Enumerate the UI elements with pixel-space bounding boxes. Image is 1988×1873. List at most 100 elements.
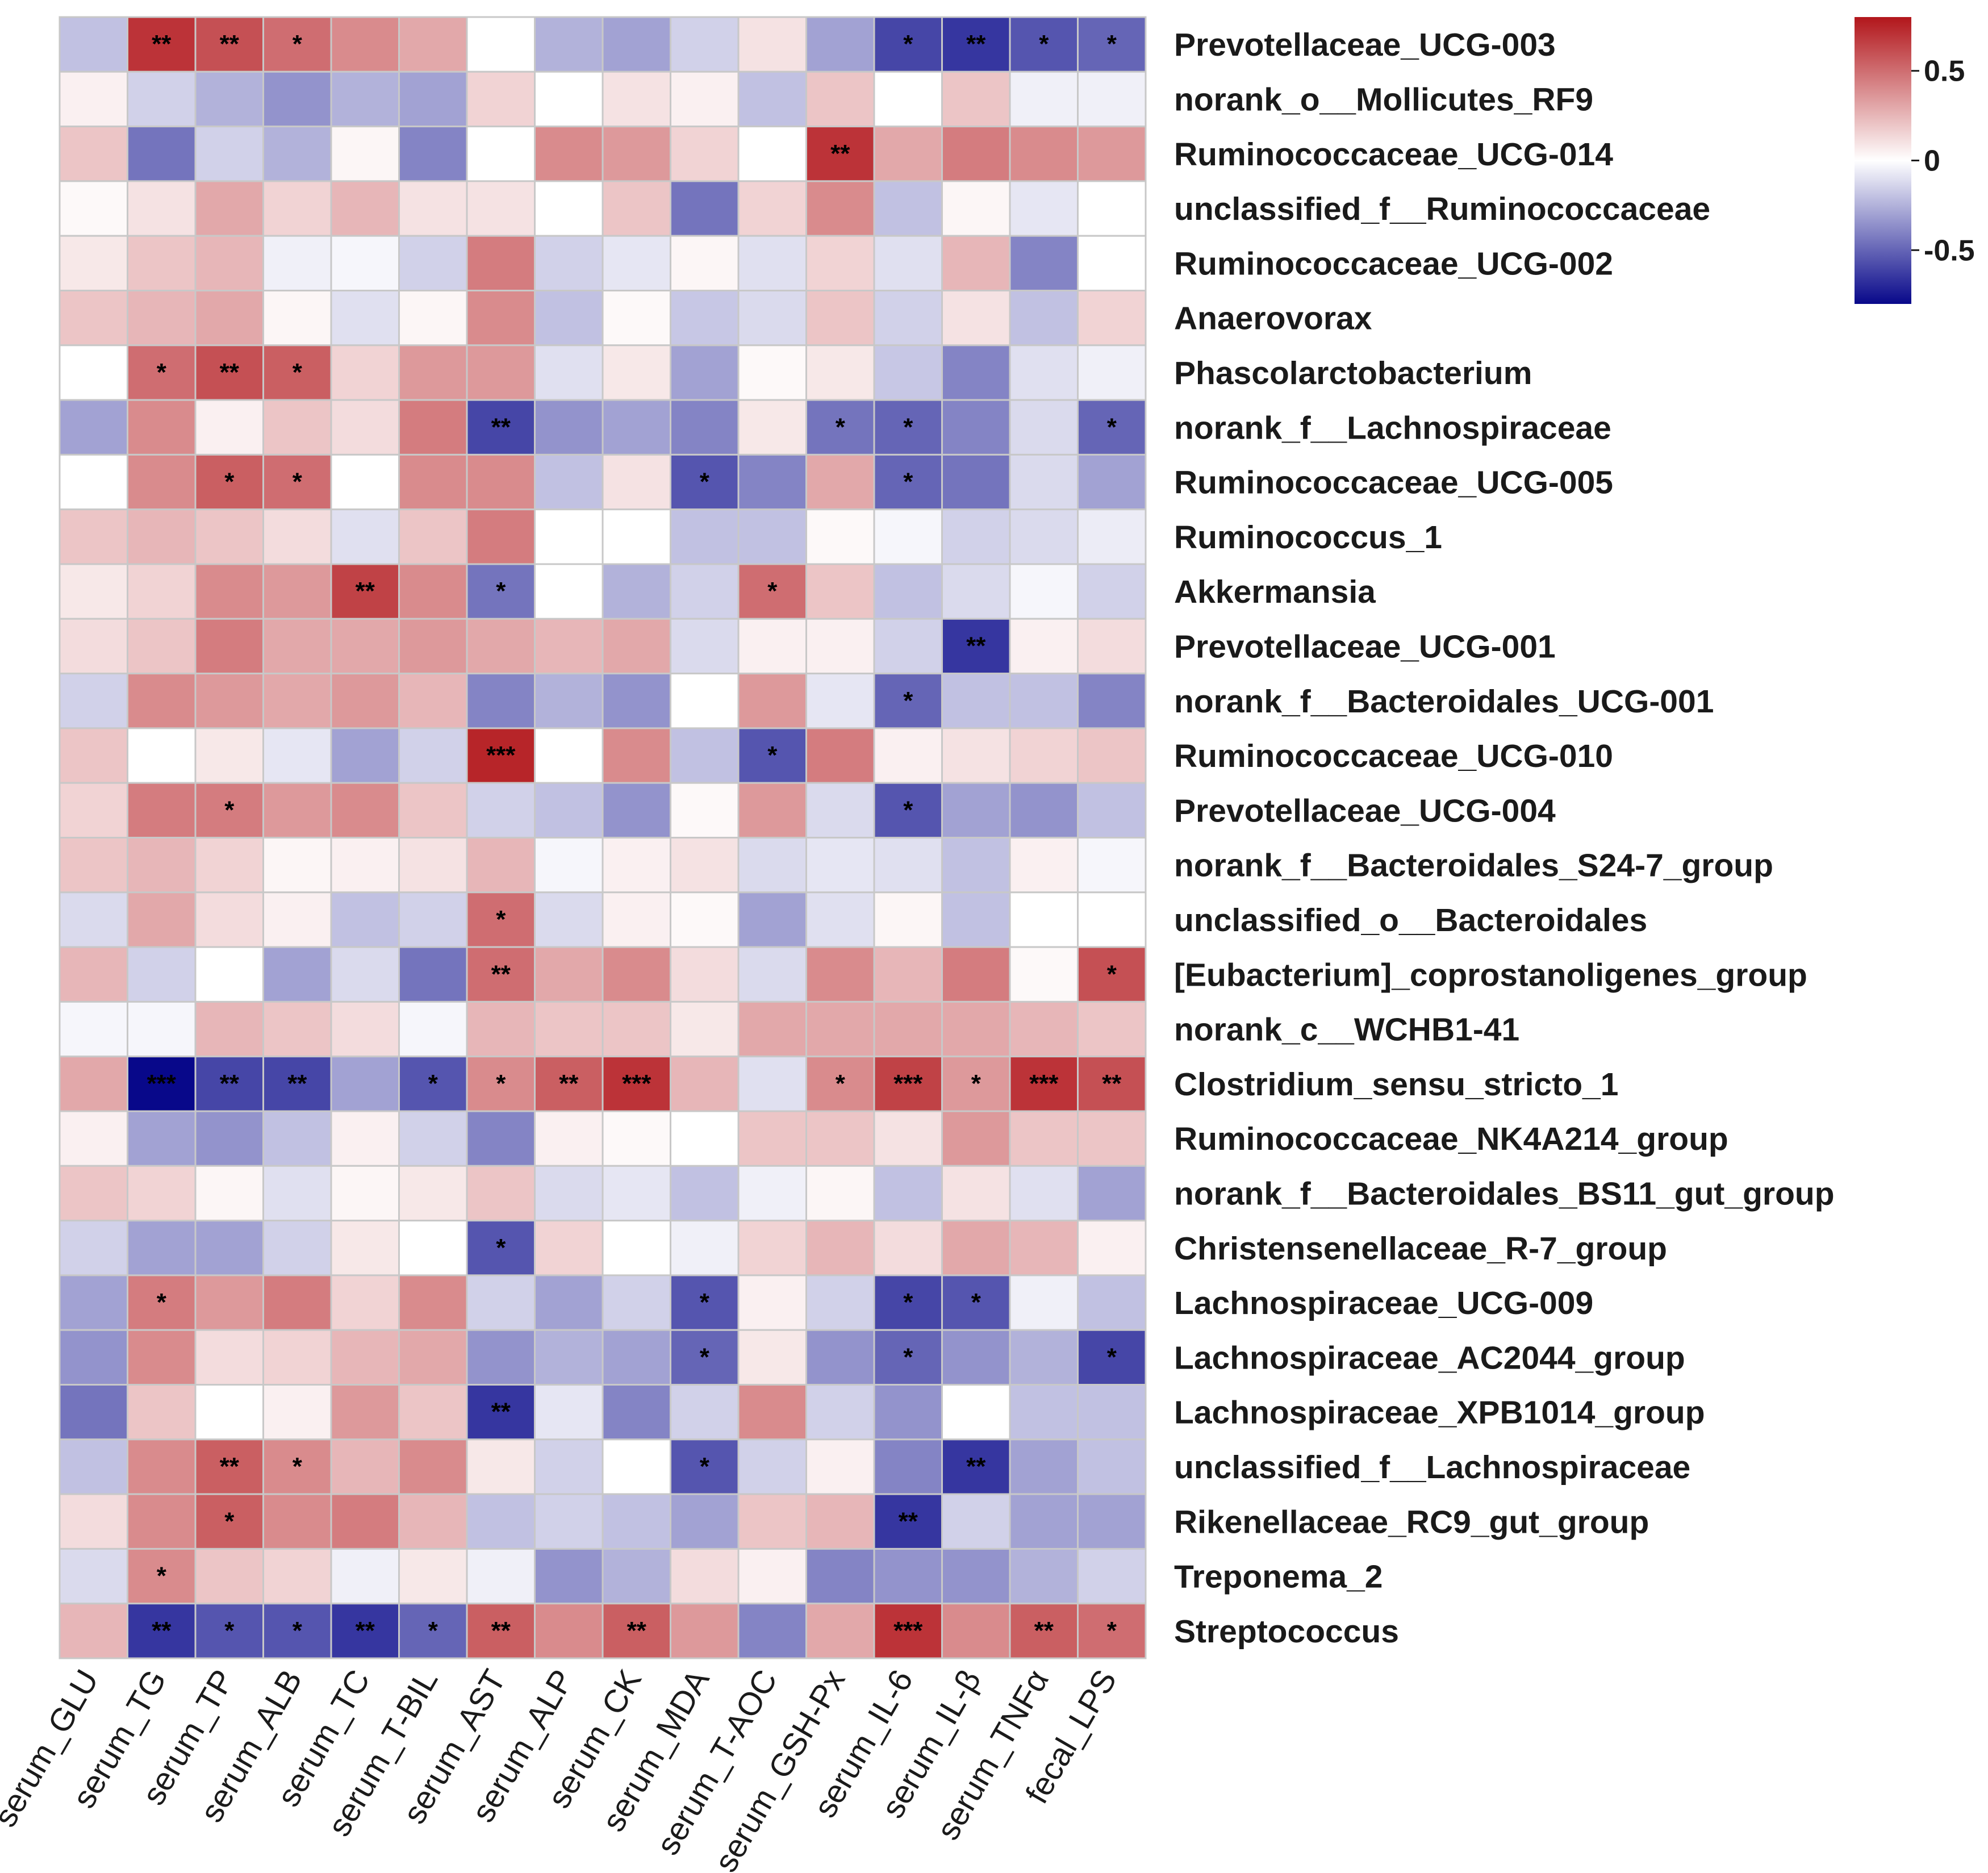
heatmap-cell [1077,1384,1147,1441]
significance-mark: *** [893,1070,923,1098]
heatmap-cell [262,837,332,894]
heatmap-cell [398,1547,468,1605]
heatmap-cell [670,618,740,675]
heatmap-cell [1009,727,1079,784]
heatmap-cell [398,508,468,565]
heatmap-cell [805,1274,875,1331]
heatmap-cell [941,1110,1011,1167]
heatmap-cell [805,946,875,1003]
heatmap-cell [1077,290,1147,347]
heatmap-cell [127,1384,197,1441]
significance-mark: * [700,1343,710,1371]
significance-mark: *** [147,1070,177,1098]
heatmap-cell [602,180,671,237]
heatmap-cell [398,782,468,839]
heatmap-cell [737,1165,807,1222]
heatmap-cell [737,1329,807,1386]
heatmap-cell [941,344,1011,401]
heatmap-cell [670,508,740,565]
heatmap-cell [1077,126,1147,182]
heatmap-cell [398,1329,468,1386]
heatmap-cell [602,1056,671,1112]
significance-mark: ** [899,1507,918,1535]
heatmap-cell [330,1603,400,1659]
heatmap-cell [873,563,943,620]
heatmap-cell [59,1274,128,1331]
heatmap-cell [602,673,671,729]
row-label: unclassified_o__Bacteroidales [1174,902,1647,938]
heatmap-cell [1009,1165,1079,1222]
heatmap-cell [262,16,332,73]
significance-mark: * [903,796,913,824]
heatmap-cell [602,563,671,620]
heatmap-cell [398,1110,468,1167]
heatmap-cell [1077,618,1147,675]
heatmap-cell [262,727,332,784]
heatmap-cell [1009,563,1079,620]
significance-mark: ** [152,1617,172,1645]
heatmap-cell [670,1165,740,1222]
heatmap-cell [1009,126,1079,182]
heatmap-cell [330,727,400,784]
heatmap-cell [941,1165,1011,1222]
heatmap-cell [330,673,400,729]
heatmap-cell [805,1438,875,1495]
heatmap-cell [1077,344,1147,401]
heatmap-cell [602,399,671,456]
heatmap-cell [941,1384,1011,1441]
heatmap-cell [466,1110,536,1167]
heatmap-cell [127,1329,197,1386]
heatmap-cell [941,126,1011,182]
heatmap-cell [59,70,128,128]
heatmap-cell [194,1274,264,1331]
heatmap-cell [534,1165,604,1222]
heatmap-cell [127,727,197,784]
heatmap-cell [873,1438,943,1495]
heatmap-cell [941,782,1011,839]
heatmap-cell [737,673,807,729]
heatmap-cell [127,782,197,839]
heatmap-cell [805,1165,875,1222]
significance-mark: * [496,1070,506,1098]
significance-mark: ** [220,1453,240,1480]
heatmap-cell [1077,1110,1147,1167]
heatmap-cell [670,1056,740,1112]
heatmap-cell [670,1384,740,1441]
heatmap-cell [941,673,1011,729]
heatmap-cell [59,344,128,401]
heatmap-cell [466,70,536,128]
row-label: norank_o__Mollicutes_RF9 [1174,81,1593,118]
heatmap-cell [466,1603,536,1659]
heatmap-cell [127,837,197,894]
heatmap-cell [873,891,943,948]
heatmap-cell [805,1547,875,1605]
heatmap-cell [127,618,197,675]
heatmap-cell [534,618,604,675]
heatmap-cell [262,1110,332,1167]
heatmap-cells [59,16,1147,1659]
heatmap-cell [873,1547,943,1605]
significance-mark: ** [559,1070,579,1098]
heatmap-cell [1077,180,1147,237]
heatmap-cell [262,1165,332,1222]
heatmap-cell [59,618,128,675]
heatmap-cell [262,1493,332,1550]
heatmap-cell [534,1547,604,1605]
heatmap-cell [1009,837,1079,894]
heatmap-cell [1077,891,1147,948]
heatmap-cell [670,290,740,347]
colorbar-tick-label: 0 [1924,145,1940,178]
row-label: Ruminococcaceae_NK4A214_group [1174,1121,1728,1157]
heatmap-cell [737,1493,807,1550]
heatmap-cell [1077,837,1147,894]
heatmap-cell [262,1438,332,1495]
heatmap-cell [262,782,332,839]
heatmap-cell [873,618,943,675]
heatmap-cell [466,508,536,565]
heatmap-cell [805,1493,875,1550]
heatmap-cell [194,508,264,565]
heatmap-cell [873,673,943,729]
heatmap-cell [466,1547,536,1605]
heatmap-cell [941,235,1011,292]
heatmap-cell [398,673,468,729]
